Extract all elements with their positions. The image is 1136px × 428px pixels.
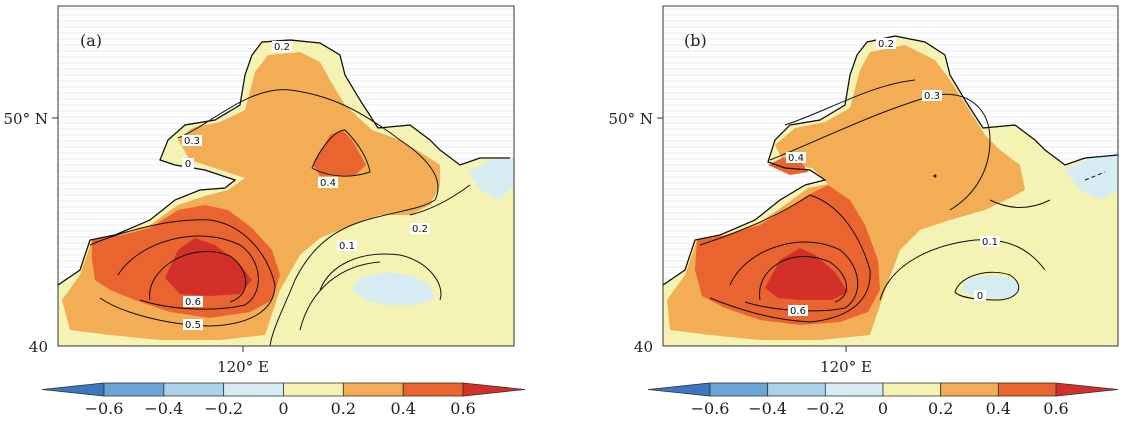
fill-neg-ne-b [1065, 153, 1118, 200]
lat-label-40-b: 40 [634, 338, 653, 356]
contour-label: 0.2 [410, 223, 430, 235]
fill-neg-ne-a [468, 157, 514, 200]
colorbar-tick-label: 0.4 [986, 399, 1011, 418]
colorbar-b: −0.6 −0.4 −0.2 0 0.2 0.4 0.6 [647, 382, 1119, 418]
colorbar-tick-label: −0.2 [204, 399, 243, 418]
panel-label-a: (a) [80, 31, 102, 50]
colorbar-extend-low [647, 382, 711, 397]
svg-text:0.6: 0.6 [185, 297, 201, 308]
coastline-b [663, 35, 1118, 286]
svg-text:0.1: 0.1 [339, 241, 355, 252]
colorbar-tick-label: 0.6 [450, 399, 475, 418]
svg-text:0.6: 0.6 [790, 306, 806, 317]
lon-label-120-a: 120° E [217, 358, 269, 376]
colorbar-tick-label: 0.2 [928, 399, 953, 418]
frame-b [662, 5, 1119, 347]
contour-label: 0.5 [183, 319, 203, 331]
svg-text:0: 0 [185, 159, 191, 170]
fill-0.6-b [765, 248, 848, 300]
svg-text:0.1: 0.1 [982, 237, 998, 248]
colorbar-tick-label: 0.6 [1043, 399, 1068, 418]
colorbar-tick-label: −0.4 [144, 399, 183, 418]
contour-label: 0.4 [318, 177, 338, 189]
svg-text:0.4: 0.4 [320, 178, 336, 189]
colorbar-box [342, 382, 404, 397]
svg-text:0.4: 0.4 [788, 153, 804, 164]
contour-label: 0.2 [272, 41, 292, 53]
contour-label: 0.4 [786, 152, 806, 164]
contour-labels-b: 0.2 0.3 0.4 0.1 0 0.6 [786, 38, 1000, 317]
svg-text:0.3: 0.3 [184, 136, 200, 147]
map-panel-a: 50° N 40 120° E (a) 0.2 0.3 0 0.4 0.2 0.… [4, 5, 515, 376]
fill-neg-a [352, 272, 435, 305]
colorbar-box [767, 382, 826, 397]
svg-text:0: 0 [977, 291, 983, 302]
contour-label: 0 [974, 290, 986, 302]
lat-label-50-a: 50° N [4, 110, 48, 128]
contour-label: 0.3 [182, 135, 202, 147]
colorbar-tick-label: 0.2 [331, 399, 356, 418]
colorbar-tick-label: −0.4 [748, 399, 787, 418]
fill-0.4-center-a [313, 130, 366, 176]
colorbar-box [163, 382, 225, 397]
contour-label: 0 [182, 158, 194, 170]
colorbar-box [940, 382, 999, 397]
lat-label-40-a: 40 [29, 338, 48, 356]
contour-lines-a [89, 89, 471, 346]
coastline-a [58, 39, 510, 286]
svg-text:0.5: 0.5 [185, 320, 201, 331]
colorbar-tick-label: −0.2 [806, 399, 845, 418]
colorbar-extend-high [1055, 382, 1119, 397]
contour-label: 0.6 [183, 296, 203, 308]
contour-label: 0.2 [876, 38, 896, 50]
colorbar-extend-low [41, 382, 105, 397]
map-panel-b: 50° N 40 120° E (b) 0.2 0.3 0.4 0.1 0 0.… [609, 5, 1119, 376]
colorbar-tick-label: 0 [878, 399, 888, 418]
colorbar-box [882, 382, 942, 397]
lon-label-120-b: 120° E [820, 358, 872, 376]
lat-label-50-b: 50° N [609, 110, 653, 128]
colorbar-box [283, 382, 344, 397]
contour-label: 0.1 [337, 240, 357, 252]
contour-label: 0.6 [788, 305, 808, 317]
colorbar-extend-high [462, 382, 526, 397]
colorbar-box [402, 382, 464, 397]
dot-marker-b [933, 174, 937, 178]
frame-a [57, 5, 515, 347]
colorbar-box [824, 382, 884, 397]
colorbar-box [997, 382, 1057, 397]
colorbar-box [709, 382, 769, 397]
contour-label: 0.3 [922, 90, 942, 102]
contour-lines-b [699, 79, 1106, 323]
colorbar-tick-label: −0.6 [85, 399, 124, 418]
colorbar-a: −0.6 −0.4 −0.2 0 0.2 0.4 0.6 [41, 382, 526, 418]
fill-0.6-a [165, 238, 252, 296]
svg-text:0.3: 0.3 [924, 91, 940, 102]
svg-text:0.2: 0.2 [878, 39, 894, 50]
svg-text:0.2: 0.2 [274, 42, 290, 53]
colorbar-box [223, 382, 284, 397]
colorbar-box [103, 382, 165, 397]
contour-label: 0.1 [980, 236, 1000, 248]
panel-label-b: (b) [684, 31, 707, 50]
svg-text:0.2: 0.2 [412, 224, 428, 235]
colorbar-tick-label: 0 [278, 399, 288, 418]
colorbar-tick-label: −0.6 [691, 399, 730, 418]
colorbar-tick-label: 0.4 [390, 399, 415, 418]
contour-labels-a: 0.2 0.3 0 0.4 0.2 0.1 0.6 0.5 [182, 41, 430, 331]
